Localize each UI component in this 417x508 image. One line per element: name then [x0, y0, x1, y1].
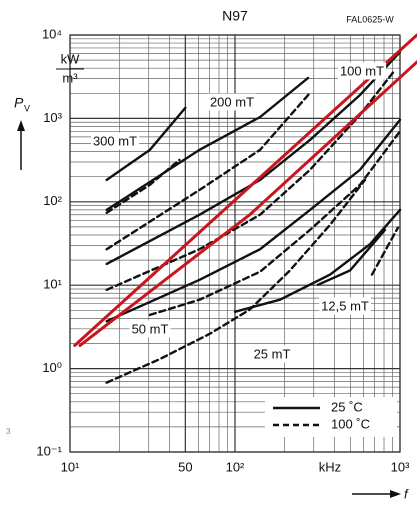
y-tick-label: 10⁻¹: [36, 443, 62, 458]
loss-curve: [148, 130, 402, 317]
loss-curve: [316, 228, 387, 286]
y-unit-bottom: m³: [62, 70, 78, 85]
curve-label-bg: [251, 345, 293, 363]
y-arrowhead: [17, 120, 25, 131]
x-label: f: [404, 486, 409, 501]
curve-label: 100 mT: [340, 63, 384, 78]
curve-label: 12,5 mT: [321, 298, 369, 313]
y-unit-top: kW: [61, 51, 81, 66]
y-tick-label: 10²: [43, 193, 62, 208]
curve-label-bg: [319, 297, 371, 315]
curve-label: 300 mT: [93, 133, 137, 148]
marks: [73, 33, 417, 384]
x-tick-label: 10¹: [61, 459, 80, 474]
overlay-line: [78, 60, 417, 347]
loss-curve: [233, 208, 402, 313]
legend-label: 25 ˚C: [331, 399, 363, 414]
y-tick-label: 10¹: [43, 277, 62, 292]
x-tick-label: 10²: [226, 459, 245, 474]
legend-box: [265, 397, 397, 437]
y-label-sub: V: [24, 103, 30, 113]
overlay-line: [73, 33, 417, 347]
labels: 10¹ 50 10² 10³ 10⁻¹ 10⁰ 10¹ 10² 10³ 10⁴ 300 mT 200 …: [36, 26, 410, 474]
x-tick-label: 10³: [391, 459, 410, 474]
curve-label-bg: [207, 93, 257, 111]
loss-curve: [105, 118, 402, 323]
y-tick-label: 10⁴: [42, 26, 62, 41]
y-tick-label: 10³: [43, 110, 62, 125]
legend-label: 100 ˚C: [331, 416, 370, 431]
y-label: P: [14, 95, 24, 111]
loss-curve: [105, 50, 402, 266]
y-tick-label: 10⁰: [42, 360, 62, 375]
x-tick-label: 50: [178, 459, 192, 474]
curve-label-bg: [129, 320, 171, 338]
loss-curve: [105, 106, 187, 182]
figure-code: FAL0625-W: [346, 14, 394, 24]
chart-title: N97: [222, 8, 248, 24]
curve-label-bg: [337, 62, 387, 80]
curve-label: 50 mT: [132, 321, 169, 336]
plot-frame: [69, 34, 401, 453]
curve-label: 200 mT: [210, 94, 254, 109]
x-unit: kHz: [319, 459, 341, 474]
loss-curve: [370, 226, 400, 276]
x-arrowhead: [390, 490, 401, 498]
edge-text: 3: [6, 427, 11, 436]
loss-curve: [105, 91, 312, 251]
curve-label-bg: [90, 132, 140, 150]
curve-label: 25 mT: [254, 346, 291, 361]
loss-curve: [105, 76, 310, 212]
loss-curve: [105, 178, 367, 384]
